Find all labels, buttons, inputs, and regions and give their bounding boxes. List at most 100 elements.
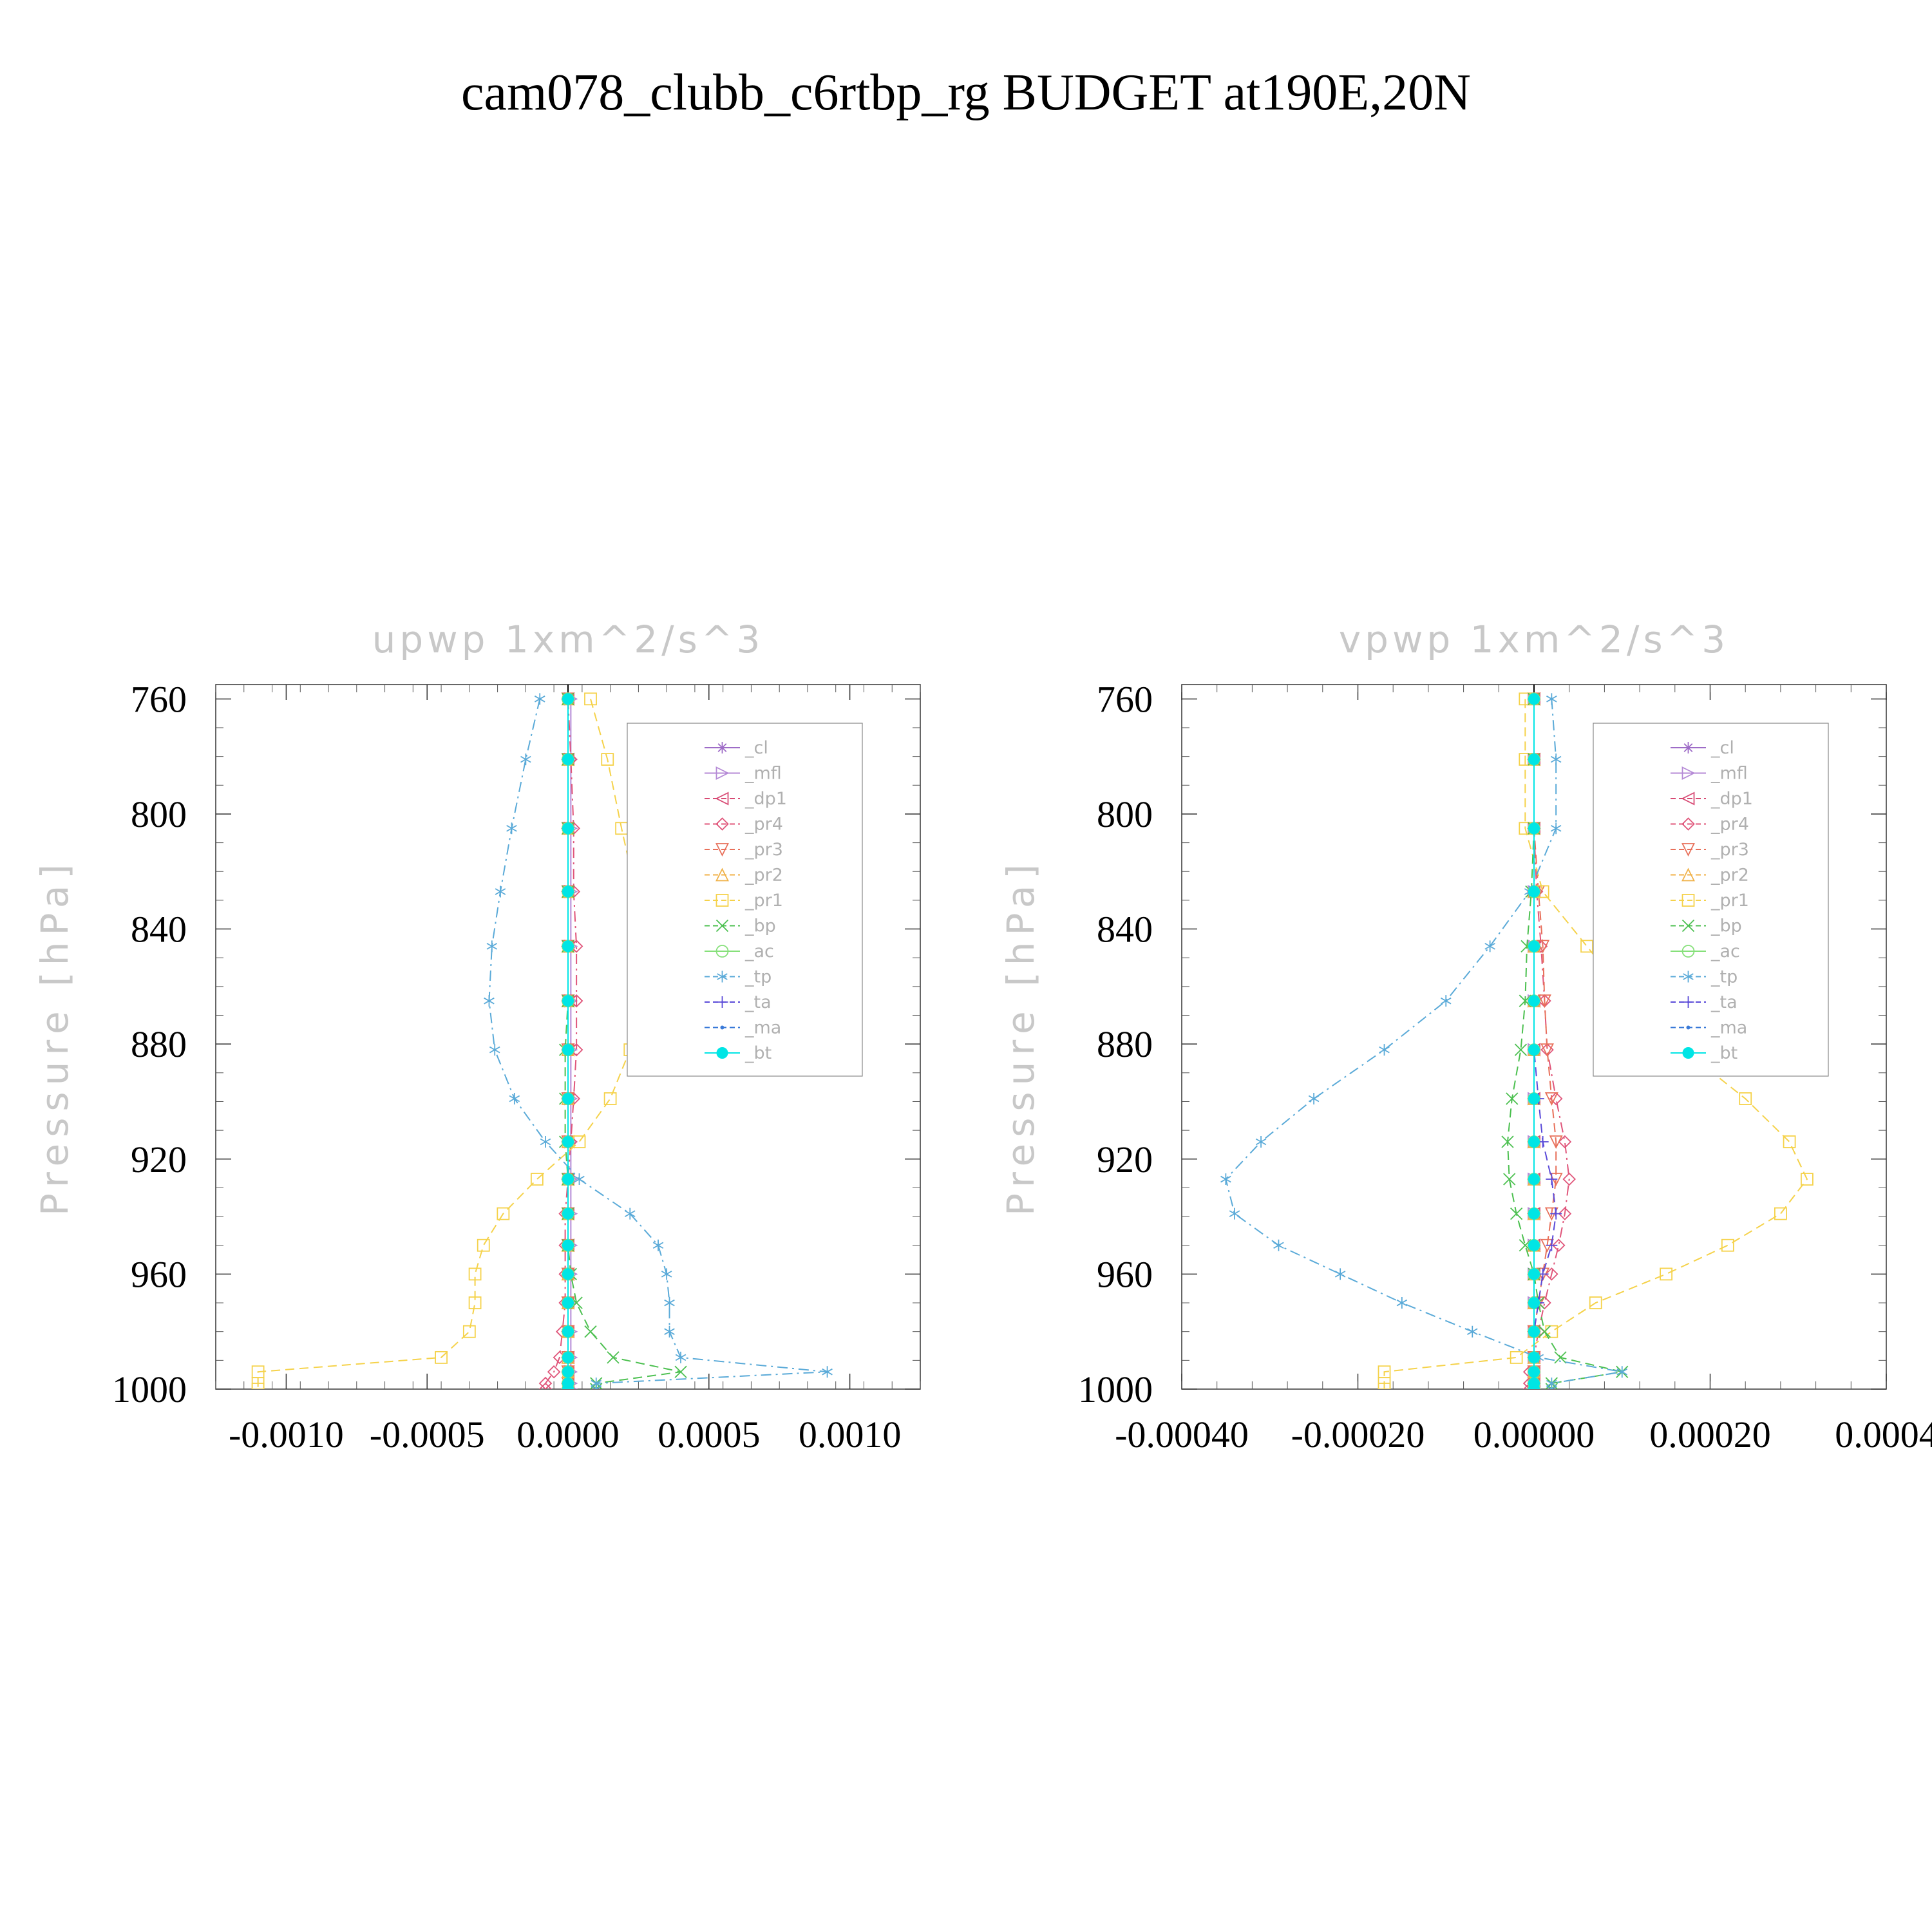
series-point_bt (562, 1383, 574, 1389)
y-tick-label: 800 (131, 793, 187, 835)
series-point_tp (506, 822, 517, 835)
series-point_ta (1550, 1208, 1562, 1220)
legend-label: _dp1 (744, 789, 787, 809)
chart-panel-1: upwp 1xm^2/s^3 Pressure [hPa] 760 800 840 880… (33, 618, 921, 1455)
series-point_bt (562, 693, 574, 705)
series-point_bt (562, 822, 574, 835)
legend-label: _pr4 (1710, 815, 1749, 835)
legend-marker (715, 867, 729, 882)
series-point_ta (1546, 1173, 1558, 1186)
series-point_bp (1514, 1043, 1528, 1056)
series-point_pr1 (584, 692, 597, 706)
series-point_bt (1528, 1093, 1540, 1105)
x-tick-label: 0.0004 (1835, 1414, 1932, 1455)
panel-title: vpwp 1xm^2/s^3 (1339, 618, 1729, 661)
series-point_bt (1528, 1383, 1540, 1389)
legend-label: _tp (744, 967, 772, 987)
series-point_pr1 (435, 1350, 448, 1364)
series-layer (1220, 685, 1814, 1389)
legend-label: _cl (744, 738, 768, 758)
y-tick-label: 800 (1097, 793, 1153, 835)
legend-marker (1681, 766, 1696, 780)
legend-marker (1681, 791, 1695, 806)
legend-label: _cl (1710, 738, 1734, 758)
series-point_bt (1528, 1268, 1540, 1280)
series-point_tp (509, 1093, 520, 1104)
legend-label: _pr1 (1710, 891, 1749, 911)
series-point_tp (1467, 1325, 1478, 1338)
legend-label: _mfl (1710, 764, 1748, 784)
series-point_bt (1528, 693, 1540, 705)
series-point_tp (1255, 1135, 1267, 1148)
series-point_bt (562, 995, 574, 1007)
series-point_bt (1528, 1173, 1540, 1186)
series-point_pr4 (1545, 1267, 1558, 1281)
legend-label: _bp (1710, 916, 1742, 936)
y-tick-label: 760 (1097, 678, 1153, 720)
legend-label: _ta (744, 992, 772, 1012)
y-tick-label: 880 (1097, 1023, 1153, 1065)
figure-title: cam078_clubb_c6rtbp_rg BUDGET at190E,20N (461, 64, 1471, 121)
series-point_tp (1440, 995, 1452, 1007)
legend-marker (716, 1047, 728, 1059)
legend-marker (717, 971, 728, 983)
series-point_bp (1510, 1207, 1523, 1220)
legend-marker (715, 945, 729, 958)
legend-label: _ma (744, 1018, 781, 1038)
legend-label: _pr3 (744, 840, 783, 860)
y-tick-label: 960 (1097, 1253, 1153, 1295)
series-point_bt (1528, 1351, 1540, 1363)
series-point_bt (562, 1093, 574, 1105)
series-point_pr1 (1510, 1350, 1523, 1364)
legend-marker (716, 742, 728, 753)
series-point_bt (1528, 1366, 1540, 1378)
legend: _cl _mfl _dp1 _pr4 _pr3 _pr2 _pr1 _bp _ac _tp _ta _… (1593, 723, 1829, 1077)
x-tick-label: -0.00020 (1291, 1414, 1425, 1455)
series-point_pr4 (547, 1365, 561, 1379)
legend-label: _pr2 (1710, 866, 1749, 886)
y-tick-label: 880 (131, 1023, 187, 1065)
legend-marker (1681, 919, 1695, 933)
legend-marker (716, 996, 728, 1008)
series-point_bt (1528, 822, 1540, 835)
series-point_bt (562, 940, 574, 952)
series-point_pr3 (1549, 1135, 1563, 1149)
legend-label: _pr4 (744, 815, 783, 835)
y-tick-label: 960 (131, 1253, 187, 1295)
series-point_pr1 (468, 1267, 482, 1281)
legend-box (627, 723, 863, 1077)
series-point_tp (486, 940, 498, 952)
series-line_pr1 (257, 699, 639, 1389)
series-point_pr1 (1721, 1238, 1734, 1252)
series-point_tp (664, 1325, 675, 1338)
series-point_tp (574, 1173, 585, 1186)
series-point_bt (562, 1268, 574, 1280)
series-point_tp (624, 1208, 636, 1220)
panels: upwp 1xm^2/s^3 Pressure [hPa] 760 800 840 880… (33, 618, 1932, 1455)
series-point_ta (1546, 1239, 1558, 1251)
x-tick-label: 0.00020 (1649, 1414, 1771, 1455)
series-point_pr1 (1660, 1267, 1673, 1281)
series-point_tp (1484, 940, 1495, 952)
x-tick-label: -0.0005 (370, 1414, 485, 1455)
series-point_bt (1528, 940, 1540, 952)
legend-marker (715, 791, 729, 806)
legend-marker (1681, 945, 1695, 958)
series-point_tp (1229, 1208, 1240, 1220)
series-point_tp (664, 1297, 675, 1309)
series-point_tp (540, 1135, 551, 1148)
y-tick-label: 760 (131, 678, 187, 720)
series-point_bt (562, 886, 574, 898)
series-point_bt (1528, 1239, 1540, 1251)
series-point_tp (1546, 1383, 1557, 1389)
series-point_tp (1550, 753, 1562, 766)
legend-marker (715, 817, 729, 831)
series-point_bp (1501, 1135, 1514, 1148)
series-point_bt (1528, 1135, 1540, 1148)
y-tick-label: 920 (1097, 1139, 1153, 1180)
legend-label: _ma (1710, 1018, 1747, 1038)
series-point_tp (1379, 1044, 1390, 1056)
series-point_tp (591, 1383, 602, 1389)
x-tick-label: 0.0010 (799, 1414, 902, 1455)
chart-panel-2: vpwp 1xm^2/s^3 Pressure [hPa] 760 800 840 880… (999, 618, 1932, 1455)
